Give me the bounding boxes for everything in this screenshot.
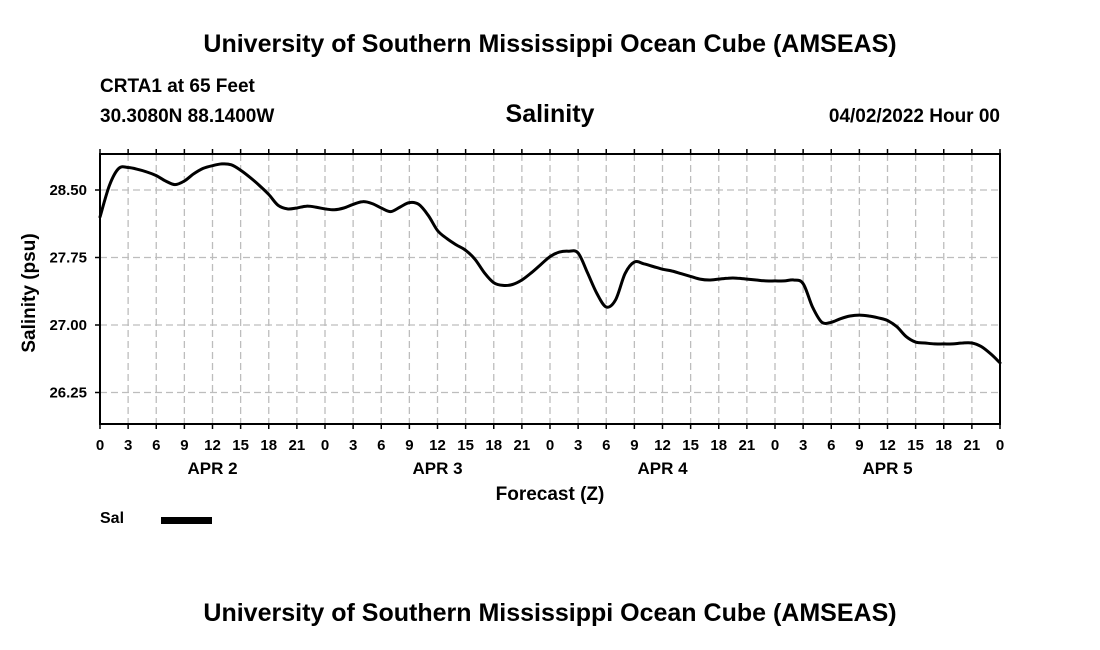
x-tick-label: 12 [879, 437, 896, 454]
x-tick-label: 18 [710, 437, 727, 454]
x-tick-label: 15 [457, 437, 474, 454]
x-tick-label: 0 [771, 437, 779, 454]
x-day-label: APR 2 [187, 459, 237, 478]
x-tick-label: 0 [321, 437, 329, 454]
x-tick-label: 15 [232, 437, 249, 454]
series-line-sal [98, 162, 1002, 365]
x-tick-label: 9 [180, 437, 188, 454]
x-tick-label: 3 [349, 437, 357, 454]
y-tick-label: 26.25 [49, 385, 87, 402]
x-tick-label: 9 [405, 437, 413, 454]
x-tick-label: 0 [546, 437, 554, 454]
chart-series-layer [98, 162, 1002, 365]
main-title: University of Southern Mississippi Ocean… [203, 30, 897, 58]
x-tick-label: 6 [377, 437, 385, 454]
forecast-run-time: 04/02/2022 Hour 00 [828, 106, 1000, 127]
x-day-label: APR 3 [412, 459, 462, 478]
x-tick-label: 12 [204, 437, 221, 454]
x-tick-label: 18 [935, 437, 952, 454]
x-tick-label: 21 [289, 437, 306, 454]
x-tick-label: 12 [654, 437, 671, 454]
y-tick-label: 27.00 [49, 317, 87, 334]
x-tick-label: 21 [964, 437, 981, 454]
y-axis-label: Salinity (psu) [19, 233, 40, 352]
x-tick-label: 18 [260, 437, 277, 454]
chart-grid [100, 154, 1000, 424]
x-tick-label: 9 [855, 437, 863, 454]
chart-ticks [95, 149, 1001, 429]
x-tick-label: 12 [429, 437, 446, 454]
x-tick-label: 21 [514, 437, 531, 454]
station-label: CRTA1 at 65 Feet [100, 76, 255, 97]
x-tick-label: 3 [799, 437, 807, 454]
x-tick-label: 6 [152, 437, 160, 454]
x-tick-label: 6 [827, 437, 835, 454]
x-tick-label: 3 [124, 437, 132, 454]
chart-tick-labels: 0 3 6 9 12 15 18 21 0 3 6 9 12 15 18 21 0 3 6 9 12 15 18 21 0 3 6 9… [49, 182, 1004, 478]
x-tick-label: 15 [682, 437, 699, 454]
footer-title: University of Southern Mississippi Ocean… [203, 599, 897, 627]
y-tick-label: 27.75 [49, 250, 87, 267]
x-day-label: APR 5 [862, 459, 912, 478]
x-day-label: APR 4 [637, 459, 688, 478]
x-tick-label: 6 [602, 437, 610, 454]
x-tick-label: 15 [907, 437, 924, 454]
legend-swatch [161, 517, 212, 524]
x-tick-label: 9 [630, 437, 638, 454]
x-tick-label: 3 [574, 437, 582, 454]
x-tick-label: 0 [96, 437, 104, 454]
x-tick-label: 18 [485, 437, 502, 454]
y-tick-label: 28.50 [49, 182, 87, 199]
legend-label: Sal [100, 510, 125, 527]
station-coordinates: 30.3080N 88.1400W [100, 106, 275, 127]
chart-title: Salinity [505, 100, 595, 128]
x-axis-label: Forecast (Z) [496, 484, 605, 505]
x-tick-label: 0 [996, 437, 1004, 454]
x-tick-label: 21 [739, 437, 756, 454]
